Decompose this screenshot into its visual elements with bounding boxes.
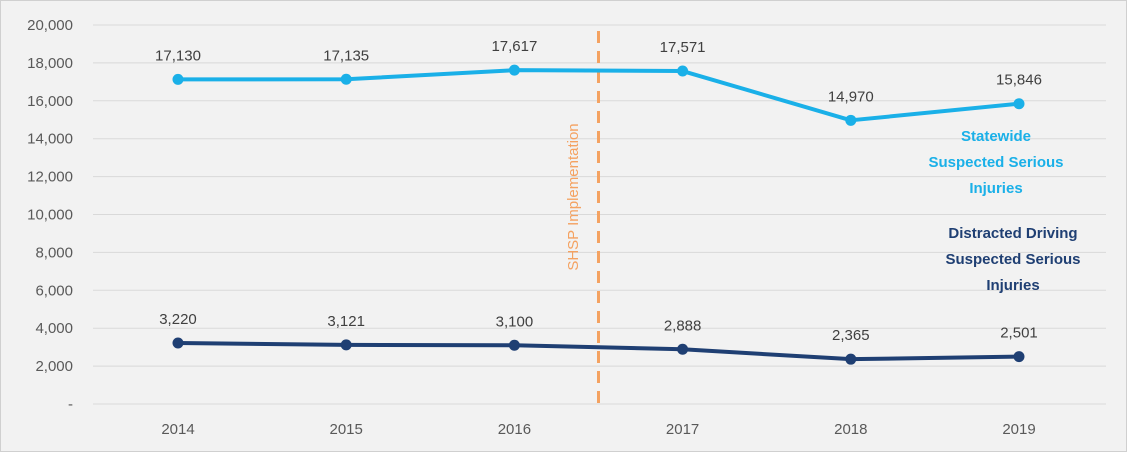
data-point	[677, 343, 689, 355]
x-tick-label: 2016	[498, 421, 531, 438]
data-label: 15,846	[996, 72, 1042, 89]
data-point	[845, 114, 857, 126]
y-tick-label: 4,000	[35, 320, 73, 337]
data-point	[340, 73, 352, 85]
data-point	[508, 64, 520, 76]
x-tick-label: 2015	[330, 421, 363, 438]
data-label: 3,121	[327, 313, 365, 330]
series-name-label: Injuries	[969, 180, 1022, 197]
series-name-label: Suspected Serious	[945, 251, 1080, 268]
data-point	[172, 73, 184, 85]
y-tick-label: 18,000	[27, 55, 73, 72]
data-label: 2,888	[664, 317, 702, 334]
series-line	[177, 68, 1020, 123]
data-label: 17,130	[155, 47, 201, 64]
y-tick-label: 6,000	[35, 282, 73, 299]
data-point	[845, 353, 857, 365]
y-tick-label: 14,000	[27, 131, 73, 148]
x-tick-label: 2017	[666, 421, 699, 438]
y-tick-label: 16,000	[27, 93, 73, 110]
data-point	[172, 337, 184, 349]
data-point	[677, 65, 689, 77]
data-label: 2,501	[1000, 325, 1038, 342]
x-tick-label: 2019	[1002, 421, 1035, 438]
data-label: 3,220	[159, 311, 197, 328]
data-point	[1013, 351, 1025, 363]
y-tick-label: 2,000	[35, 358, 73, 375]
data-label: 2,365	[832, 327, 870, 344]
series-name-label: Statewide	[961, 128, 1031, 145]
y-tick-label: -	[68, 396, 73, 413]
data-point	[1013, 98, 1025, 110]
data-label: 14,970	[828, 88, 874, 105]
y-tick-label: 8,000	[35, 244, 73, 261]
data-point	[508, 339, 520, 351]
series-name-label: Distracted Driving	[948, 225, 1077, 242]
data-label: 17,135	[323, 47, 369, 64]
y-tick-label: 10,000	[27, 207, 73, 224]
x-tick-label: 2014	[161, 421, 194, 438]
series-line	[177, 340, 1020, 362]
y-tick-label: 12,000	[27, 169, 73, 186]
y-tick-label: 20,000	[27, 17, 73, 34]
data-label: 17,571	[660, 39, 706, 56]
series-name-label: Suspected Serious	[928, 154, 1063, 171]
series-name-label: Injuries	[986, 277, 1039, 294]
data-point	[340, 339, 352, 351]
data-label: 17,617	[491, 38, 537, 55]
annotation-label: SHSP Implementation	[565, 123, 582, 270]
data-label: 3,100	[496, 313, 534, 330]
x-tick-label: 2018	[834, 421, 867, 438]
